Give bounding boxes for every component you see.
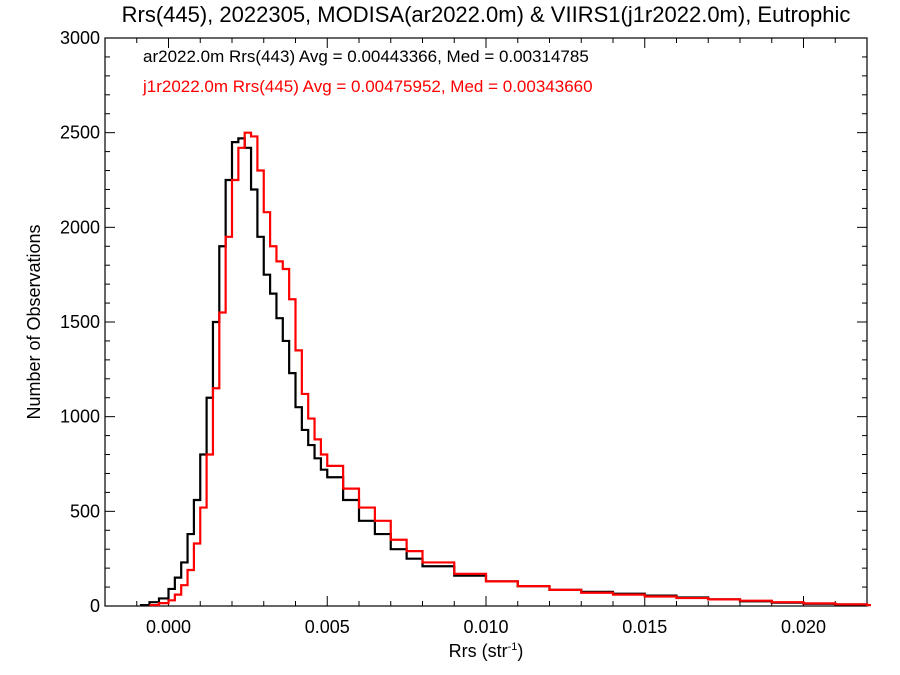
y-tick-label: 2500 (60, 123, 100, 143)
x-tick-label: 0.020 (781, 617, 826, 637)
series-lines (139, 131, 871, 607)
y-tick-label: 1000 (60, 407, 100, 427)
legend-entry-2: j1r2022.0m Rrs(445) Avg = 0.00475952, Me… (142, 77, 593, 96)
y-tick-label: 3000 (60, 28, 100, 48)
axis-ticks (104, 37, 868, 607)
legend-entry-1: ar2022.0m Rrs(443) Avg = 0.00443366, Med… (143, 47, 589, 66)
series-line-red (149, 131, 871, 607)
y-tick-label: 500 (70, 501, 100, 521)
y-tick-label: 2000 (60, 217, 100, 237)
series-line-black (139, 137, 871, 607)
chart-title: Rrs(445), 2022305, MODISA(ar2022.0m) & V… (122, 2, 851, 27)
y-tick-label: 1500 (60, 312, 100, 332)
y-tick-labels: 0 500 1000 1500 2000 2500 3000 (60, 28, 100, 616)
x-axis-label: Rrs (str-1) (449, 641, 524, 661)
y-axis-label: Number of Observations (24, 224, 44, 419)
x-tick-label: 0.005 (305, 617, 350, 637)
y-tick-label: 0 (90, 596, 100, 616)
x-tick-labels: 0.000 0.005 0.010 0.015 0.020 (146, 617, 826, 637)
x-tick-label: 0.010 (463, 617, 508, 637)
x-tick-label: 0.000 (146, 617, 191, 637)
x-tick-label: 0.015 (622, 617, 667, 637)
